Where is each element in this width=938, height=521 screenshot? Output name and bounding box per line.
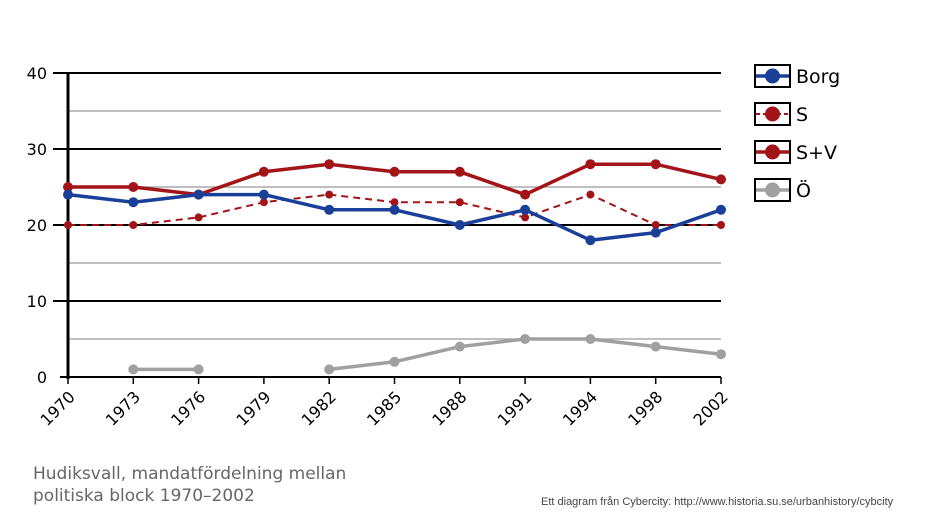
x-tick-label: 1973: [102, 387, 144, 429]
y-tick-label: 30: [27, 140, 47, 159]
data-point: [63, 189, 73, 200]
data-point: [390, 198, 399, 207]
legend-label: Borg: [796, 66, 840, 88]
y-tick-label: 40: [27, 64, 47, 83]
x-tick-label: 1985: [363, 387, 405, 429]
data-point: [520, 334, 531, 344]
data-point: [716, 204, 726, 215]
data-point: [651, 221, 660, 229]
data-point: [650, 227, 661, 238]
series-s: [64, 190, 725, 229]
data-point: [325, 190, 334, 199]
data-point: [716, 349, 726, 360]
data-point: [586, 190, 595, 199]
data-point: [129, 221, 138, 229]
data-point: [63, 182, 73, 192]
chart-legend: Borg S S+V Ö: [754, 64, 840, 202]
x-tick-label: 1994: [559, 387, 601, 429]
data-point: [455, 198, 464, 207]
data-point: [324, 204, 335, 215]
series-s-v: [63, 159, 726, 200]
x-tick-label: 1991: [494, 387, 536, 429]
data-point: [521, 213, 530, 222]
data-point: [650, 341, 661, 352]
data-point: [716, 174, 726, 185]
data-point: [389, 356, 400, 367]
legend-swatch-marker: [765, 106, 780, 122]
data-point: [520, 204, 531, 215]
x-tick-label: 2002: [690, 387, 732, 429]
data-point: [193, 189, 204, 200]
legend-label: Ö: [796, 179, 811, 202]
data-point: [585, 334, 596, 344]
y-tick-label: 10: [27, 292, 47, 311]
legend-swatch-marker: [765, 68, 780, 84]
chart-series: [63, 159, 726, 375]
data-point: [259, 198, 268, 207]
chart-caption: Hudiksvall, mandatfördelning mellan poli…: [33, 464, 347, 506]
data-point: [650, 159, 661, 170]
data-point: [520, 189, 531, 200]
data-point: [454, 166, 465, 177]
data-point: [64, 221, 72, 229]
x-tick-label: 1976: [167, 387, 209, 429]
y-tick-label: 0: [37, 368, 47, 387]
x-tick-label: 1979: [232, 387, 274, 429]
chart-grid: [53, 72, 721, 340]
x-tick-label: 1998: [624, 387, 666, 429]
data-point: [258, 189, 269, 200]
data-point: [389, 204, 400, 215]
data-point: [324, 364, 335, 375]
legend-swatch-marker: [765, 182, 780, 198]
data-point: [128, 182, 139, 192]
legend-label: S+V: [796, 142, 837, 164]
data-point: [389, 166, 400, 177]
x-tick-label: 1988: [428, 387, 470, 429]
data-point: [193, 364, 204, 375]
x-tick-label: 1982: [298, 387, 340, 429]
legend-label: S: [796, 104, 808, 126]
series-borg: [63, 189, 726, 246]
data-point: [258, 166, 269, 177]
data-point: [585, 159, 596, 170]
legend-swatch-marker: [765, 144, 780, 160]
data-point: [454, 220, 465, 230]
data-point: [717, 221, 725, 229]
data-point: [454, 341, 465, 352]
data-point: [194, 213, 203, 222]
chart-axes: 0 10 20 30 40 1970 1973 1976 1979 1982 1985 1988 199…: [27, 64, 732, 430]
series-: [128, 334, 726, 375]
data-point: [585, 235, 596, 246]
data-point: [128, 197, 139, 208]
data-point: [128, 364, 139, 375]
chart-credit: Ett diagram från Cybercity: http://www.h…: [541, 496, 894, 508]
x-tick-label: 1970: [37, 387, 79, 429]
data-point: [324, 159, 335, 170]
y-tick-label: 20: [27, 216, 47, 235]
